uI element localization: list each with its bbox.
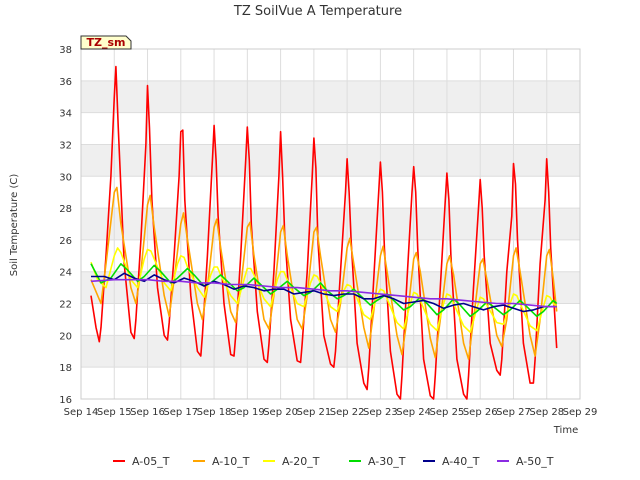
legend-label: A-30_T	[368, 455, 406, 468]
y-tick-label: 32	[59, 140, 72, 151]
series-line-a-50-t	[90, 278, 557, 308]
series-line-a-40-t	[91, 272, 557, 313]
legend-item: A-30_T	[349, 455, 406, 468]
legend-label: A-10_T	[212, 455, 250, 468]
y-tick-label: 20	[59, 331, 72, 342]
y-tick-label: 36	[59, 77, 72, 88]
site-badge-label: TZ_sm	[87, 36, 126, 49]
legend-item: A-40_T	[423, 455, 480, 468]
legend-label: A-20_T	[282, 455, 320, 468]
x-tick-label: Sep 20	[263, 407, 298, 418]
x-tick-label: Sep 27	[496, 407, 531, 418]
legend-label: A-50_T	[516, 455, 554, 468]
legend: A-05_T A-10_T A-20_T A-30_T A-40_T A-50_T	[113, 455, 554, 468]
x-tick-label: Sep 28	[529, 407, 564, 418]
legend-label: A-40_T	[442, 455, 480, 468]
chart-title: TZ SoilVue A Temperature	[233, 4, 402, 19]
x-tick-label: Sep 21	[296, 407, 331, 418]
legend-item: A-20_T	[263, 455, 320, 468]
background-band	[81, 80, 580, 113]
site-badge-shape	[80, 35, 132, 50]
y-tick-label: 18	[59, 363, 72, 374]
plot-area-frame	[80, 48, 581, 400]
x-tick-label: Sep 26	[463, 407, 498, 418]
x-tick-label: Sep 17	[163, 407, 198, 418]
legend-item: A-50_T	[497, 455, 554, 468]
y-tick-label: 30	[59, 172, 72, 183]
x-tick-label: Sep 23	[363, 407, 398, 418]
x-tick-label: Sep 18	[197, 407, 232, 418]
plot-background-bands	[81, 80, 580, 368]
x-tick-label: Sep 16	[130, 407, 165, 418]
legend-label: A-05_T	[132, 455, 170, 468]
y-tick-label: 38	[59, 45, 72, 56]
x-tick-label: Sep 24	[396, 407, 431, 418]
site-badge: TZ_sm	[80, 35, 132, 50]
x-tick-label: Sep 14	[64, 407, 99, 418]
x-tick-label: Sep 29	[563, 407, 598, 418]
x-tick-label: Sep 22	[330, 407, 365, 418]
x-tick-label: Sep 19	[230, 407, 265, 418]
series-line-a-20-t	[90, 247, 558, 334]
y-axis-label: Soil Temperature (C)	[9, 174, 20, 277]
y-tick-label: 26	[59, 236, 72, 247]
y-axis-ticks: 16 18 20 22 24 26 28 30 32 34 36 38	[59, 45, 72, 406]
y-tick-label: 28	[59, 204, 72, 215]
x-tick-label: Sep 25	[430, 407, 465, 418]
series-line-a-05-t	[90, 65, 558, 400]
x-tick-label: Sep 15	[97, 407, 132, 418]
x-axis-label: Time	[553, 425, 578, 436]
y-tick-label: 24	[59, 268, 72, 279]
legend-item: A-10_T	[193, 455, 250, 468]
background-band	[81, 144, 580, 177]
series-layer	[90, 65, 558, 400]
background-band	[81, 208, 580, 240]
y-tick-label: 22	[59, 300, 72, 311]
y-tick-label: 34	[59, 109, 72, 120]
legend-item: A-05_T	[113, 455, 170, 468]
y-tick-label: 16	[59, 395, 72, 406]
